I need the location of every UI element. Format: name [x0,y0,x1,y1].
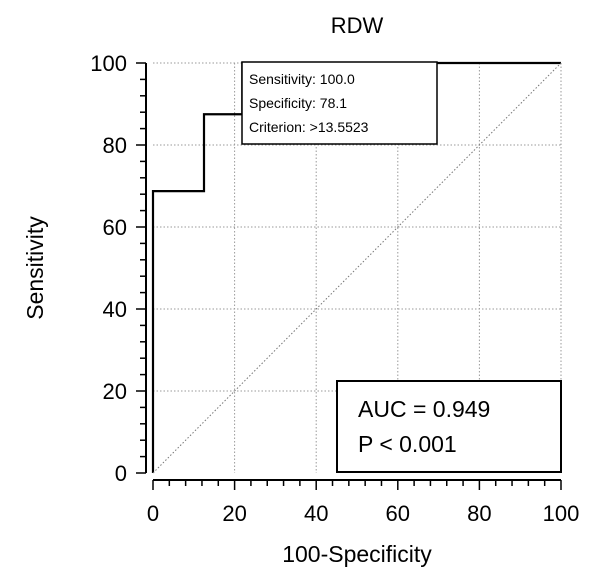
chart-title: RDW [331,13,384,38]
stats-box-frame [336,380,562,473]
stats-box: AUC = 0.949 P < 0.001 [336,380,562,473]
x-tick-label-0: 0 [147,501,159,526]
y-tick-label-0: 0 [115,461,127,486]
y-tick-label-80: 80 [103,133,127,158]
annotation-box: Sensitivity: 100.0 Specificity: 78.1 Cri… [241,61,438,145]
y-tick-label-60: 60 [103,215,127,240]
x-tick-label-20: 20 [222,501,246,526]
x-tick-label-60: 60 [386,501,410,526]
annotation-box-frame [241,61,438,145]
y-tick-label-100: 100 [90,51,127,76]
x-tick-label-100: 100 [543,501,580,526]
p-value: P < 0.001 [358,431,457,457]
annotation-specificity: Specificity: 78.1 [249,95,347,111]
axes [145,63,561,481]
annotation-criterion: Criterion: >13.5523 [249,119,369,135]
auc-value: AUC = 0.949 [358,396,490,422]
tick-marks [136,62,562,490]
tick-labels: 0 20 40 60 80 100 0 20 40 60 80 100 [90,51,579,526]
annotation-sensitivity: Sensitivity: 100.0 [249,71,355,87]
x-tick-label-40: 40 [304,501,328,526]
x-tick-label-80: 80 [467,501,491,526]
x-axis-label: 100-Specificity [282,541,432,567]
y-tick-label-40: 40 [103,297,127,322]
y-axis-label: Sensitivity [22,216,48,320]
y-tick-label-20: 20 [103,379,127,404]
